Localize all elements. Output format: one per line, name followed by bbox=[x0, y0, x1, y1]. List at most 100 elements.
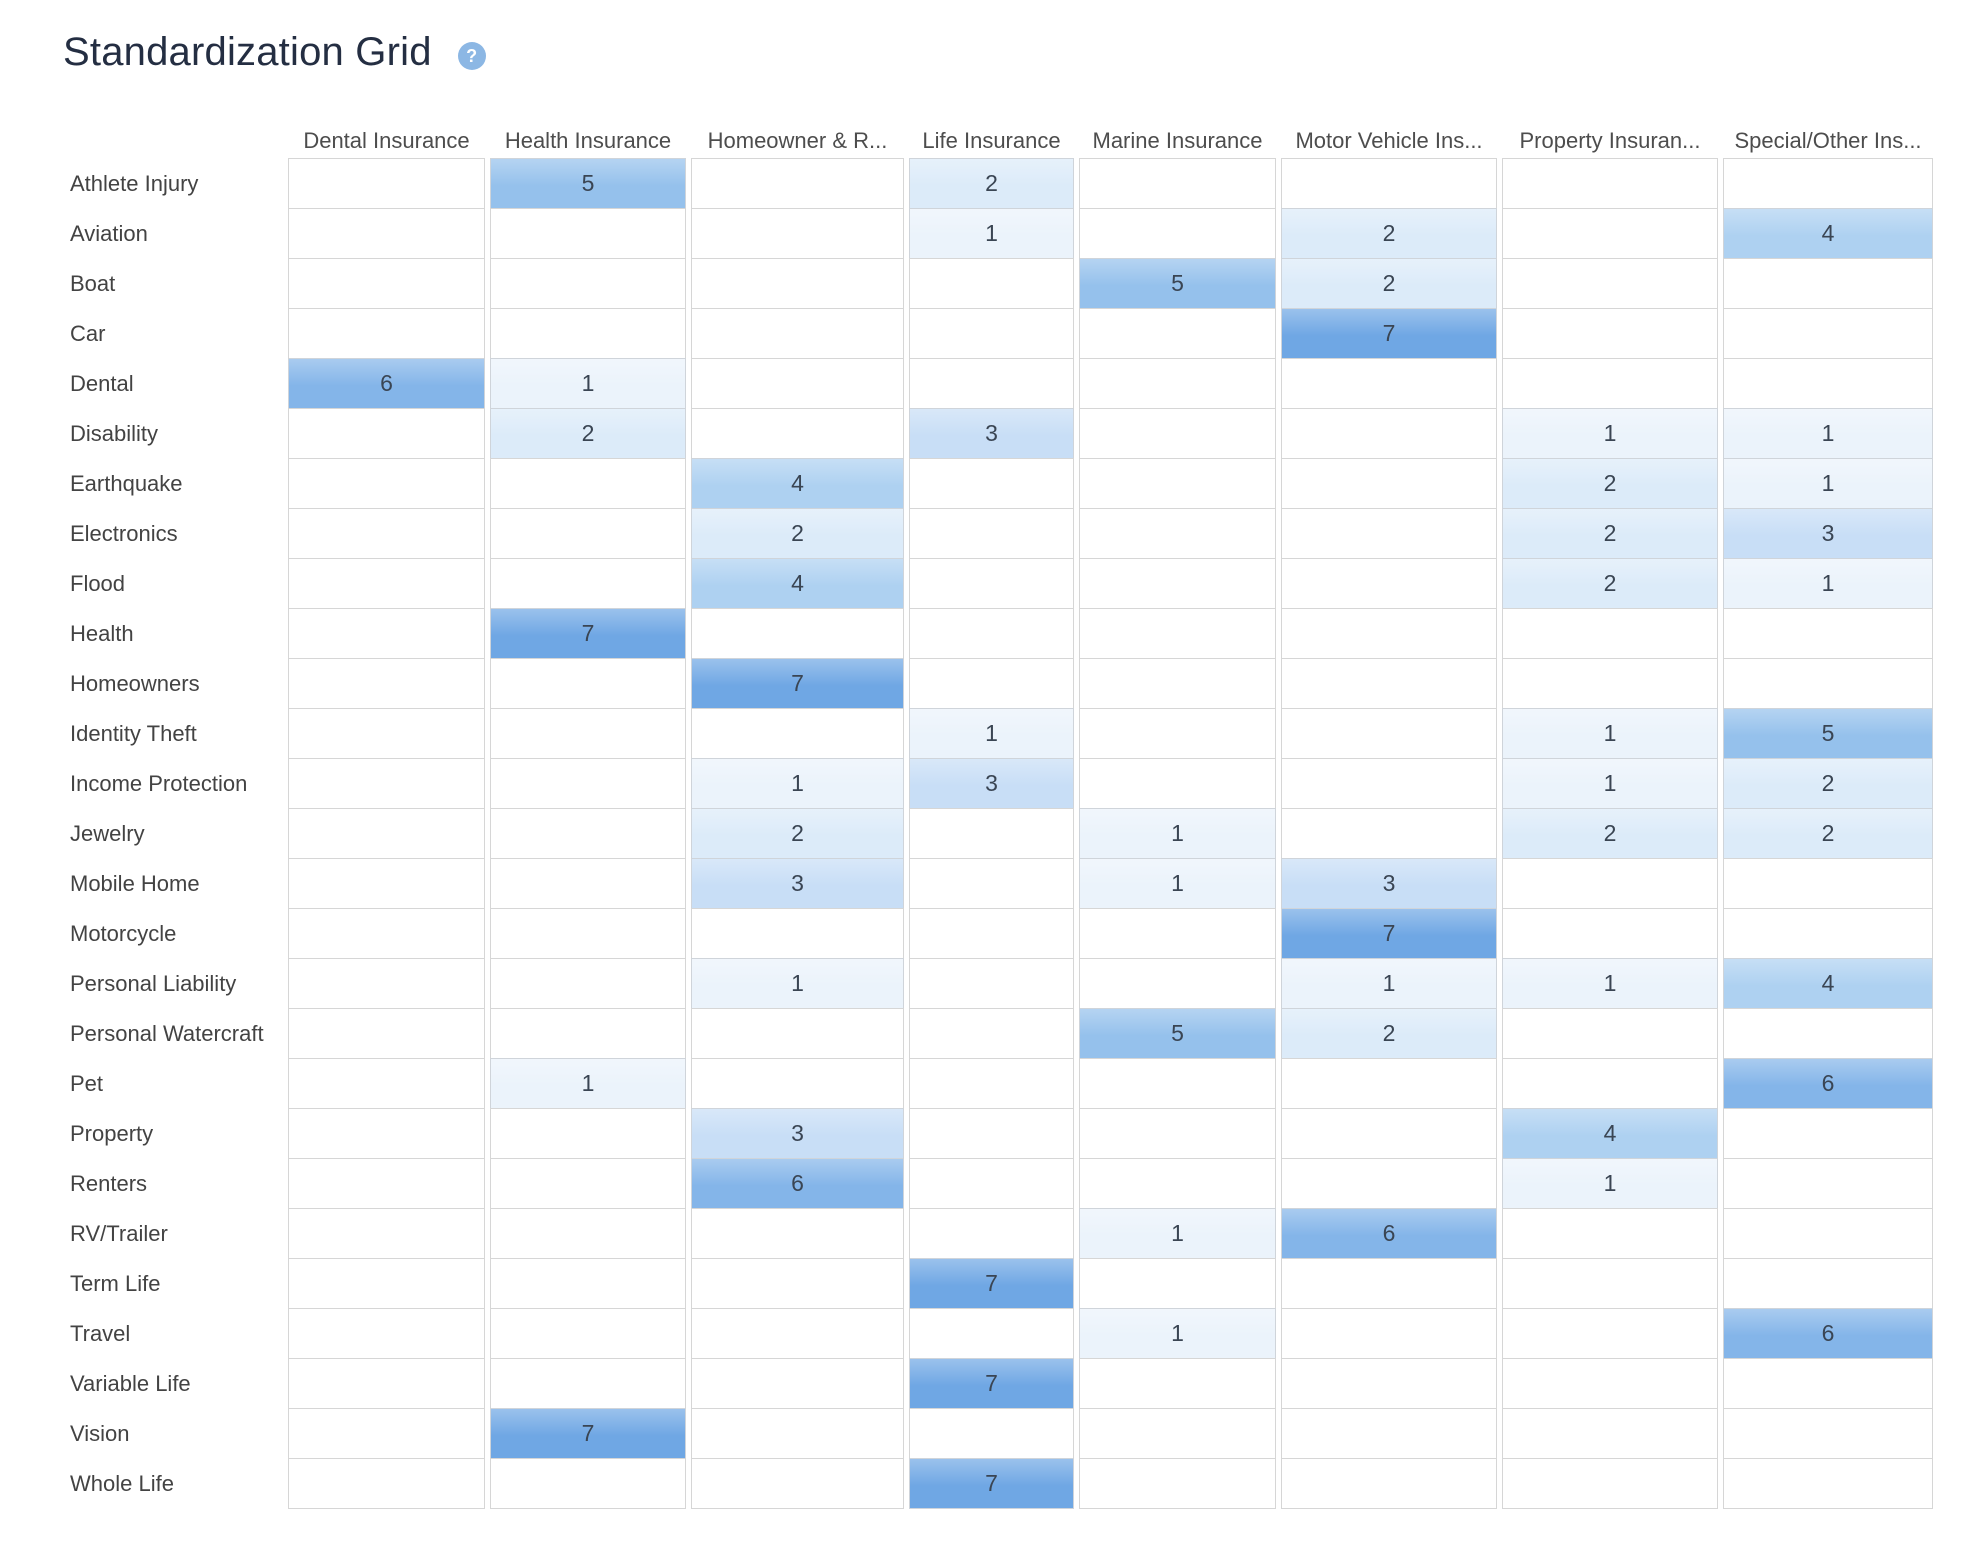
grid-cell: 2 bbox=[909, 158, 1074, 209]
row-label: Health bbox=[70, 620, 134, 646]
grid-cell bbox=[691, 1008, 904, 1059]
grid-cell bbox=[288, 408, 485, 459]
grid-cell bbox=[288, 1208, 485, 1259]
grid-cell bbox=[691, 258, 904, 309]
row-label: Earthquake bbox=[70, 470, 183, 496]
grid-cell bbox=[288, 858, 485, 909]
row-cells: 7 bbox=[288, 908, 1933, 959]
grid-cell: 1 bbox=[1723, 408, 1933, 459]
grid-cell bbox=[909, 1058, 1074, 1109]
row-cells: 7 bbox=[288, 1408, 1933, 1459]
grid-cell bbox=[490, 508, 686, 559]
grid-cell bbox=[1502, 1208, 1718, 1259]
help-icon[interactable]: ? bbox=[457, 42, 486, 70]
row-label: Term Life bbox=[70, 1270, 161, 1296]
grid-cell bbox=[1079, 158, 1276, 209]
row-label: Athlete Injury bbox=[70, 170, 199, 196]
grid-cell bbox=[909, 1208, 1074, 1259]
grid-row: Dental 6 1 bbox=[70, 358, 1933, 409]
grid-cell bbox=[288, 308, 485, 359]
grid-cell bbox=[1079, 358, 1276, 409]
grid-cell: 2 bbox=[490, 408, 686, 459]
grid-row: Income Protection 1 3 1 2 bbox=[70, 758, 1933, 809]
grid-cell bbox=[288, 558, 485, 609]
grid-cell bbox=[1079, 908, 1276, 959]
grid-cell bbox=[288, 908, 485, 959]
grid-cell bbox=[288, 1058, 485, 1109]
grid-cell bbox=[1723, 358, 1933, 409]
grid-cell bbox=[1723, 1008, 1933, 1059]
grid-cell bbox=[1281, 458, 1497, 509]
grid-cell bbox=[490, 208, 686, 259]
grid-cell bbox=[1079, 758, 1276, 809]
grid-cell: 2 bbox=[1281, 208, 1497, 259]
row-label: Mobile Home bbox=[70, 870, 200, 896]
grid-cell bbox=[490, 308, 686, 359]
grid-cell bbox=[909, 958, 1074, 1009]
row-cells: 7 bbox=[288, 658, 1933, 709]
grid-cell: 7 bbox=[909, 1458, 1074, 1509]
grid-cell bbox=[691, 1458, 904, 1509]
grid-cell bbox=[1723, 258, 1933, 309]
grid-cell bbox=[909, 358, 1074, 409]
grid-cell: 2 bbox=[1723, 808, 1933, 859]
grid-row: Aviation 1 2 4 bbox=[70, 208, 1933, 259]
column-header: Life Insurance bbox=[922, 128, 1061, 153]
grid-cell bbox=[909, 1308, 1074, 1359]
grid-cell bbox=[1281, 558, 1497, 609]
row-label: Pet bbox=[70, 1070, 104, 1096]
grid-cell: 4 bbox=[691, 558, 904, 609]
row-label: Jewelry bbox=[70, 820, 145, 846]
grid-cell bbox=[1723, 1458, 1933, 1509]
grid-cell bbox=[691, 608, 904, 659]
row-label: Car bbox=[70, 320, 106, 346]
row-label: Property bbox=[70, 1120, 154, 1146]
row-label: Dental bbox=[70, 370, 134, 396]
grid-cell: 1 bbox=[1079, 1208, 1276, 1259]
grid-row: Jewelry 2 1 2 2 bbox=[70, 808, 1933, 859]
grid-cell bbox=[490, 1258, 686, 1309]
grid-cell bbox=[1079, 708, 1276, 759]
grid-cell bbox=[288, 458, 485, 509]
grid-cell bbox=[288, 958, 485, 1009]
grid-row: Health 7 bbox=[70, 608, 1933, 659]
grid-row: Term Life 7 bbox=[70, 1258, 1933, 1309]
grid-cell bbox=[909, 658, 1074, 709]
grid-cell bbox=[909, 308, 1074, 359]
row-label: Boat bbox=[70, 270, 116, 296]
grid-cell bbox=[1723, 658, 1933, 709]
column-header: Property Insuran... bbox=[1519, 128, 1701, 153]
grid-cell bbox=[1079, 208, 1276, 259]
grid-cell bbox=[1502, 608, 1718, 659]
grid-cell bbox=[1079, 508, 1276, 559]
grid-cell bbox=[1079, 1058, 1276, 1109]
grid-cell bbox=[1502, 1258, 1718, 1309]
grid-cell bbox=[490, 558, 686, 609]
grid-cell bbox=[1079, 1158, 1276, 1209]
grid-cell bbox=[490, 808, 686, 859]
grid-cell bbox=[288, 1108, 485, 1159]
grid-cell bbox=[288, 1408, 485, 1459]
grid-cell: 2 bbox=[691, 808, 904, 859]
grid-cell: 2 bbox=[691, 508, 904, 559]
grid-cell: 1 bbox=[490, 358, 686, 409]
grid-cell bbox=[490, 1208, 686, 1259]
title-bar: Standardization Grid ? bbox=[63, 30, 486, 74]
grid-cell bbox=[490, 1308, 686, 1359]
grid-cell: 1 bbox=[1723, 558, 1933, 609]
grid-cell: 7 bbox=[1281, 308, 1497, 359]
grid-cell bbox=[691, 158, 904, 209]
grid-cell bbox=[1281, 758, 1497, 809]
grid-cell: 1 bbox=[1079, 1308, 1276, 1359]
grid-cell bbox=[909, 858, 1074, 909]
grid-row: Car 7 bbox=[70, 308, 1933, 359]
grid-row: Mobile Home 3 1 3 bbox=[70, 858, 1933, 909]
grid-cell bbox=[909, 508, 1074, 559]
